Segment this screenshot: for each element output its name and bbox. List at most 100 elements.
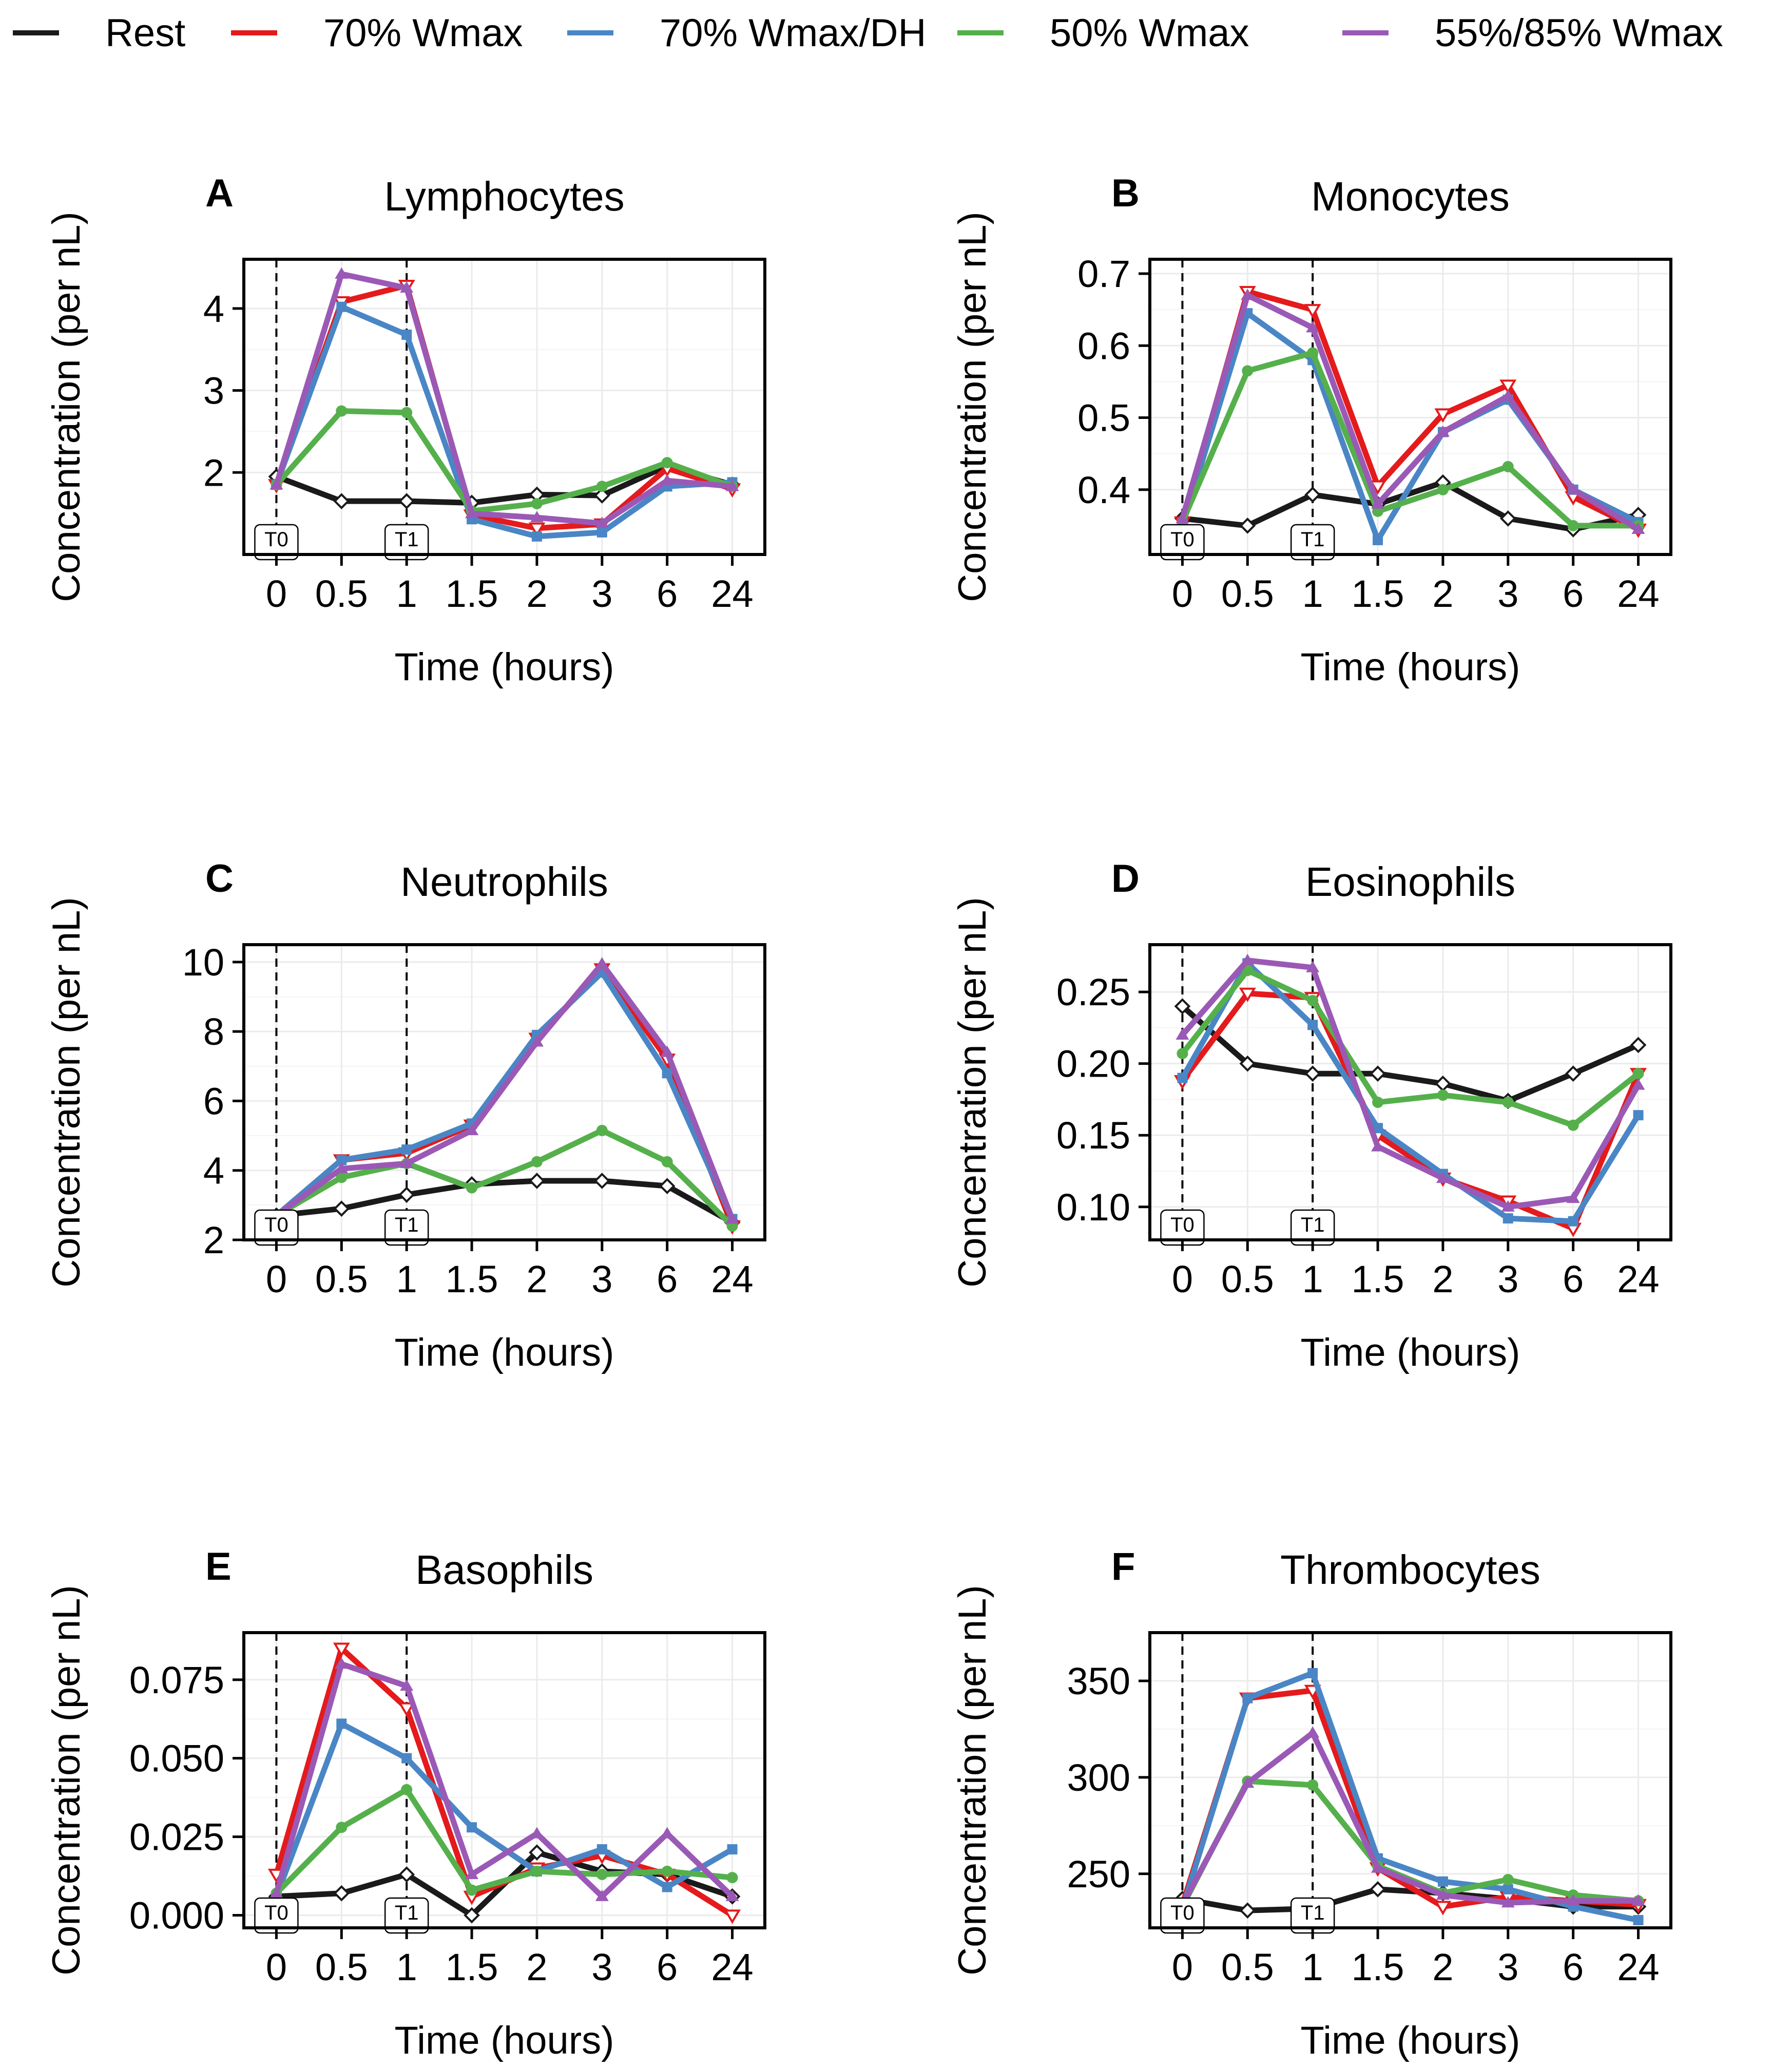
data-point-50-wmax — [1437, 484, 1449, 495]
data-point-55-85-wmax — [1306, 1726, 1320, 1738]
data-point-70-wmax-dh — [336, 1718, 347, 1729]
series-line-70-wmax — [273, 282, 736, 531]
x-tick-label: 0.5 — [315, 1258, 368, 1300]
data-point-50-wmax — [336, 1172, 348, 1183]
panel-title: Eosinophils — [1305, 859, 1515, 905]
series-line-rest — [273, 1178, 736, 1226]
data-point-rest — [464, 1907, 480, 1924]
x-tick-label: 2 — [526, 572, 547, 615]
x-tick-label: 0 — [1172, 1946, 1193, 1988]
x-tick-label: 0.5 — [315, 1946, 368, 1988]
series-line-55-85-wmax — [273, 961, 736, 1222]
x-tick-label: 0.5 — [1221, 1946, 1274, 1988]
series-55-85-wmax — [269, 1657, 739, 1901]
data-point-70-wmax — [1434, 1901, 1452, 1916]
data-point-rest — [333, 1200, 350, 1217]
data-point-70-wmax-dh — [401, 329, 412, 340]
series-line-50-wmax — [1179, 967, 1642, 1128]
data-point-50-wmax — [1372, 1097, 1384, 1108]
data-point-70-wmax — [333, 1642, 350, 1657]
series-line-70-wmax-dh — [273, 1720, 736, 1900]
data-point-55-85-wmax — [1631, 1078, 1645, 1090]
data-point-50-wmax — [596, 1869, 608, 1881]
time-tag-t1: T1 — [395, 1214, 419, 1236]
data-point-70-wmax-dh — [1502, 1213, 1513, 1224]
data-point-50-wmax — [1567, 1119, 1579, 1131]
data-point-rest — [529, 1173, 545, 1189]
y-tick-label: 0.025 — [129, 1816, 224, 1859]
x-tick-label: 6 — [1563, 1946, 1584, 1988]
data-point-50-wmax — [596, 481, 608, 492]
data-point-50-wmax — [336, 405, 348, 417]
panel-letter: B — [1111, 171, 1140, 215]
time-tag-t0: T0 — [1170, 528, 1194, 551]
x-tick-label: 1.5 — [1352, 1946, 1404, 1988]
data-point-55-85-wmax — [400, 281, 414, 293]
data-point-55-85-wmax — [335, 267, 349, 279]
legend-label-70-wmax: 70% Wmax — [323, 11, 523, 55]
data-point-70-wmax-dh — [401, 1144, 412, 1155]
data-point-50-wmax — [466, 1884, 478, 1896]
series-line-50-wmax — [1179, 350, 1642, 529]
data-point-55-85-wmax — [1436, 1888, 1450, 1900]
data-point-55-85-wmax — [1566, 1894, 1580, 1906]
series-line-55-85-wmax — [273, 271, 736, 526]
plot-frame — [242, 1631, 766, 1929]
data-point-70-wmax-dh — [1373, 1123, 1383, 1134]
data-point-50-wmax — [531, 497, 543, 509]
data-point-50-wmax — [401, 407, 413, 418]
time-tag-t0: T0 — [1170, 1902, 1194, 1924]
data-point-55-85-wmax — [465, 507, 479, 519]
data-point-rest — [1174, 998, 1191, 1014]
data-point-55-85-wmax — [530, 511, 544, 523]
x-tick-label: 2 — [1432, 1946, 1453, 1988]
panel-letter: E — [205, 1545, 232, 1588]
y-tick-label: 10 — [182, 941, 224, 984]
x-tick-label: 0 — [266, 1258, 287, 1300]
x-tick-label: 1.5 — [1352, 1258, 1404, 1300]
x-tick-label: 2 — [526, 1258, 547, 1300]
time-tag-t0: T0 — [264, 528, 288, 551]
legend: Rest 70% Wmax 70% Wmax/DH 50% Wmax 55%/85% W… — [13, 11, 1723, 55]
data-point-70-wmax — [724, 1909, 741, 1924]
data-point-rest — [529, 1844, 545, 1861]
data-point-55-85-wmax — [1501, 1200, 1515, 1212]
y-tick-label: 0.20 — [1056, 1043, 1130, 1085]
data-point-55-85-wmax — [1306, 961, 1320, 972]
panel-title: Thrombocytes — [1280, 1547, 1540, 1593]
data-point-rest — [593, 1173, 610, 1189]
time-tag-t1: T1 — [395, 528, 419, 551]
x-tick-label: 24 — [1617, 1946, 1659, 1988]
x-tick-label: 6 — [657, 1946, 678, 1988]
data-point-rest — [398, 1186, 415, 1203]
data-point-50-wmax — [531, 1865, 543, 1877]
series-line-55-85-wmax — [273, 1661, 736, 1900]
time-tag-t0: T0 — [264, 1902, 288, 1924]
data-point-50-wmax — [1567, 520, 1579, 531]
y-tick-label: 0.4 — [1077, 469, 1130, 511]
plot-frame — [1148, 258, 1672, 556]
panel-title: Basophils — [415, 1547, 593, 1593]
x-tick-label: 2 — [1432, 572, 1453, 615]
y-tick-label: 0.15 — [1056, 1114, 1130, 1157]
data-point-50-wmax — [726, 1872, 738, 1884]
y-axis-title: Concentration (per nL) — [951, 212, 994, 602]
series-line-70-wmax-dh — [273, 969, 736, 1222]
series-50-wmax — [271, 1784, 738, 1899]
series-55-85-wmax — [1176, 1726, 1645, 1910]
y-axis-title: Concentration (per nL) — [45, 212, 88, 602]
data-point-55-85-wmax — [335, 1162, 349, 1174]
panel-title: Lymphocytes — [384, 174, 624, 219]
panel-monocytes: T0 T1 0.4 0.5 0.6 0.7 0 0.5 1 1.5 2 3 6 24 Time (hours… — [951, 171, 1672, 689]
data-point-70-wmax-dh — [1307, 1020, 1318, 1030]
x-tick-label: 3 — [591, 572, 612, 615]
panel-letter: F — [1111, 1545, 1135, 1588]
x-tick-label: 6 — [1563, 1258, 1584, 1300]
x-tick-label: 3 — [1497, 1946, 1518, 1988]
data-point-70-wmax-dh — [1307, 1668, 1318, 1678]
x-tick-label: 2 — [1432, 1258, 1453, 1300]
y-tick-label: 2 — [203, 1219, 224, 1261]
series-line-50-wmax — [273, 1127, 736, 1229]
data-point-50-wmax — [1502, 461, 1514, 472]
y-tick-label: 4 — [203, 1150, 224, 1192]
